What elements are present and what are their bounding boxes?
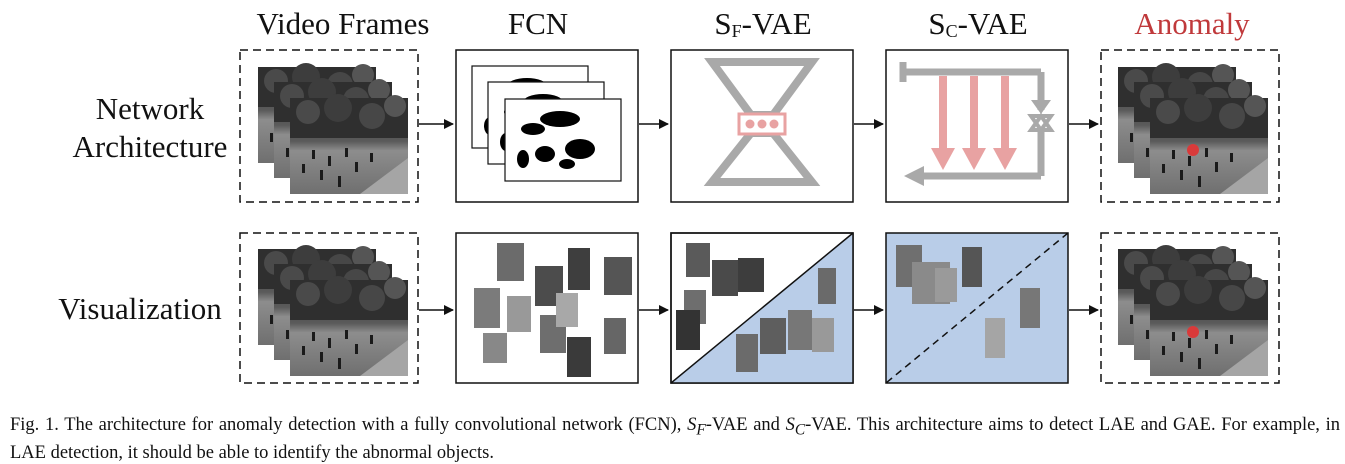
caption-mid: -VAE and	[705, 415, 786, 435]
sf-vae-sub: F	[731, 21, 742, 41]
anomaly-marker-bottom	[1187, 326, 1199, 338]
anomaly-marker	[1187, 144, 1199, 156]
header-sf-vae: SF-VAE	[663, 4, 863, 51]
sf-vae-suffix: -VAE	[741, 6, 812, 41]
header-sc-vae: SC-VAE	[878, 4, 1078, 51]
video-frames-box-bottom	[239, 232, 419, 384]
row-label-network-line2: Architecture	[72, 129, 228, 164]
sc-vae-icon	[899, 62, 1055, 186]
sf-vae-viz-patches	[676, 243, 836, 372]
row-label-visualization: Visualization	[58, 291, 222, 326]
fcn-feature-maps	[471, 65, 622, 182]
anomaly-box-bottom	[1100, 232, 1280, 384]
header-video-frames: Video Frames	[256, 6, 430, 41]
caption-sc-var: S	[785, 415, 795, 435]
caption-prefix: Fig. 1. The architecture for anomaly det…	[10, 415, 688, 435]
row-label-network-line1: Network	[95, 91, 205, 126]
caption-sc-sub: C	[794, 421, 806, 439]
sc-vae-viz-patches	[896, 245, 1040, 358]
caption-sf-var: S	[687, 415, 697, 435]
sc-vae-suffix: -VAE	[957, 6, 1028, 41]
sc-vae-viz-divider	[885, 232, 1069, 384]
sc-vae-main: S	[928, 6, 946, 41]
sf-vae-main: S	[714, 6, 732, 41]
anomaly-box-top	[1100, 49, 1280, 203]
anomaly-frames-stack-bottom	[1118, 245, 1268, 376]
figure-caption: Fig. 1. The architecture for anomaly det…	[10, 414, 1340, 464]
sc-vae-sub: C	[945, 21, 958, 41]
video-frames-stack-top	[258, 63, 408, 194]
sf-vae-viz-divider	[670, 232, 854, 384]
anomaly-frames-stack-top	[1118, 63, 1268, 194]
video-frames-stack-bottom	[258, 245, 408, 376]
sf-vae-hourglass-icon	[703, 58, 821, 186]
fcn-object-patches	[474, 243, 632, 377]
video-frames-box-top	[239, 49, 419, 203]
header-fcn: FCN	[507, 6, 569, 41]
caption-sf-sub: F	[696, 421, 706, 439]
architecture-diagram	[239, 49, 1280, 384]
caption-suffix: -VAE. This architecture aims to detect L…	[10, 415, 1340, 463]
header-anomaly: Anomaly	[1134, 6, 1250, 41]
